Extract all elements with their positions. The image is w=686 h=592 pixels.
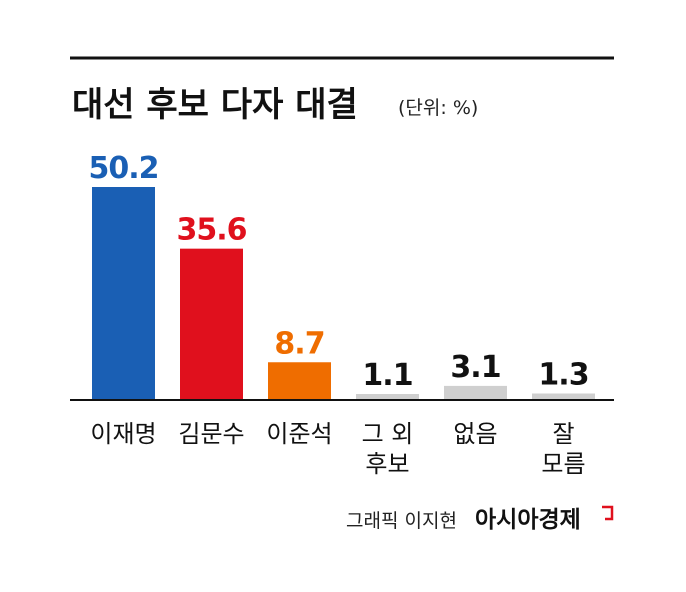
category-label: 잘 <box>552 420 574 448</box>
category-label: 후보 <box>365 450 409 478</box>
bar <box>532 393 595 399</box>
bar <box>92 187 155 399</box>
category-labels-layer: 이재명 김문수 이준석 그 외후보 없음 잘모름 <box>90 420 585 478</box>
graphic-credit: 그래픽 이지현 <box>346 510 457 532</box>
brand-logo: 아시아경제 <box>475 507 581 533</box>
value-label: 8.7 <box>274 326 324 361</box>
category-label: 이재명 <box>90 420 156 448</box>
value-labels-layer: 50.2 35.6 8.7 1.1 3.1 1.3 <box>88 151 589 393</box>
category-label: 없음 <box>453 420 497 448</box>
value-label: 35.6 <box>176 213 246 248</box>
bar <box>180 248 243 399</box>
value-label: 3.1 <box>450 350 500 385</box>
chart-title: 대선 후보 다자 대결 <box>72 85 358 125</box>
category-label: 모름 <box>541 450 585 478</box>
unit-label: (단위: %) <box>398 97 478 119</box>
value-label: 1.1 <box>362 358 412 393</box>
bar <box>268 362 331 399</box>
category-label: 이준석 <box>266 420 332 448</box>
bar <box>356 394 419 399</box>
bar <box>444 385 507 399</box>
bars-layer <box>92 187 595 399</box>
category-label: 김문수 <box>178 420 244 448</box>
brand-mark-icon <box>602 505 614 521</box>
value-label: 1.3 <box>538 358 588 393</box>
category-label: 그 외 <box>362 420 414 448</box>
value-label: 50.2 <box>88 151 158 186</box>
